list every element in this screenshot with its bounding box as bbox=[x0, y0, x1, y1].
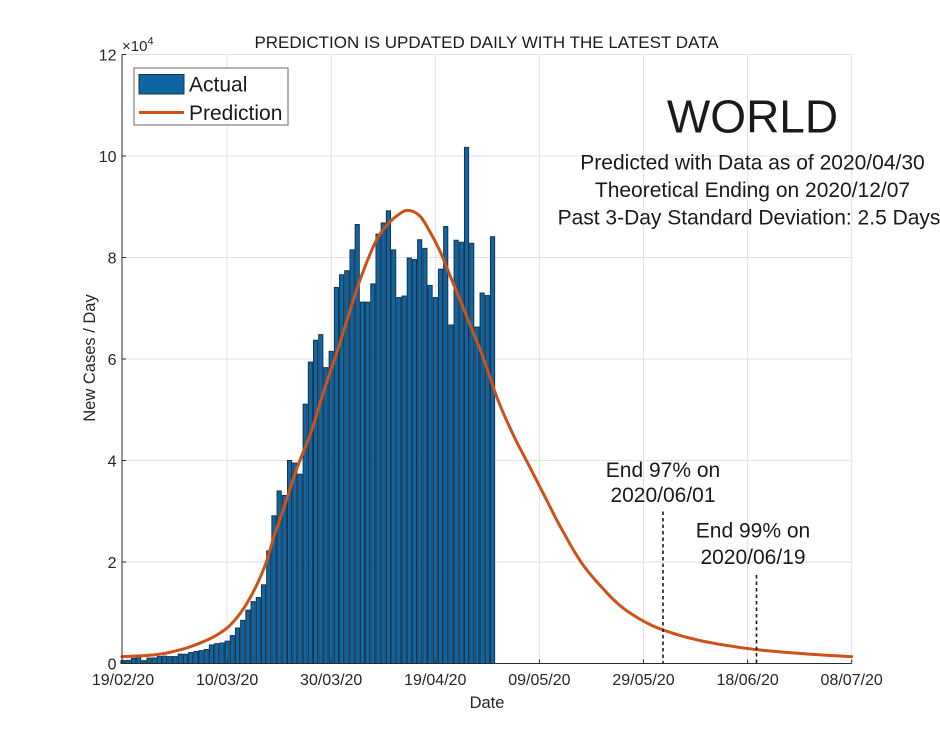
svg-text:2020/06/19: 2020/06/19 bbox=[700, 546, 805, 569]
svg-text:2: 2 bbox=[108, 555, 117, 572]
svg-text:29/05/20: 29/05/20 bbox=[612, 672, 674, 689]
svg-text:×10: ×10 bbox=[122, 38, 147, 55]
svg-text:2020/06/01: 2020/06/01 bbox=[610, 484, 715, 507]
svg-text:WORLD: WORLD bbox=[667, 91, 838, 143]
svg-text:Prediction: Prediction bbox=[189, 102, 282, 125]
svg-text:Past 3-Day Standard Deviation:: Past 3-Day Standard Deviation: 2.5 Days bbox=[558, 207, 940, 230]
svg-text:30/03/20: 30/03/20 bbox=[300, 672, 362, 689]
svg-text:6: 6 bbox=[108, 352, 117, 369]
svg-text:PREDICTION IS UPDATED DAILY WI: PREDICTION IS UPDATED DAILY WITH THE LAT… bbox=[254, 33, 719, 52]
svg-text:Predicted with Data as of 2020: Predicted with Data as of 2020/04/30 bbox=[580, 152, 924, 175]
svg-text:10/03/20: 10/03/20 bbox=[196, 672, 258, 689]
svg-text:12: 12 bbox=[99, 47, 117, 64]
svg-text:19/04/20: 19/04/20 bbox=[404, 672, 466, 689]
svg-text:18/06/20: 18/06/20 bbox=[716, 672, 778, 689]
svg-text:New Cases / Day: New Cases / Day bbox=[81, 294, 99, 422]
svg-text:8: 8 bbox=[108, 250, 117, 267]
svg-text:08/07/20: 08/07/20 bbox=[821, 672, 883, 689]
svg-text:Date: Date bbox=[470, 694, 505, 712]
svg-text:Theoretical Ending on 2020/12/: Theoretical Ending on 2020/12/07 bbox=[595, 179, 910, 202]
svg-text:4: 4 bbox=[108, 453, 117, 470]
svg-text:End 97% on: End 97% on bbox=[606, 459, 720, 482]
svg-text:4: 4 bbox=[148, 36, 154, 48]
svg-text:0: 0 bbox=[108, 656, 117, 673]
svg-text:10: 10 bbox=[99, 149, 117, 166]
svg-text:Actual: Actual bbox=[189, 74, 247, 97]
svg-text:19/02/20: 19/02/20 bbox=[92, 672, 154, 689]
svg-text:End 99% on: End 99% on bbox=[696, 520, 810, 543]
svg-text:09/05/20: 09/05/20 bbox=[508, 672, 570, 689]
